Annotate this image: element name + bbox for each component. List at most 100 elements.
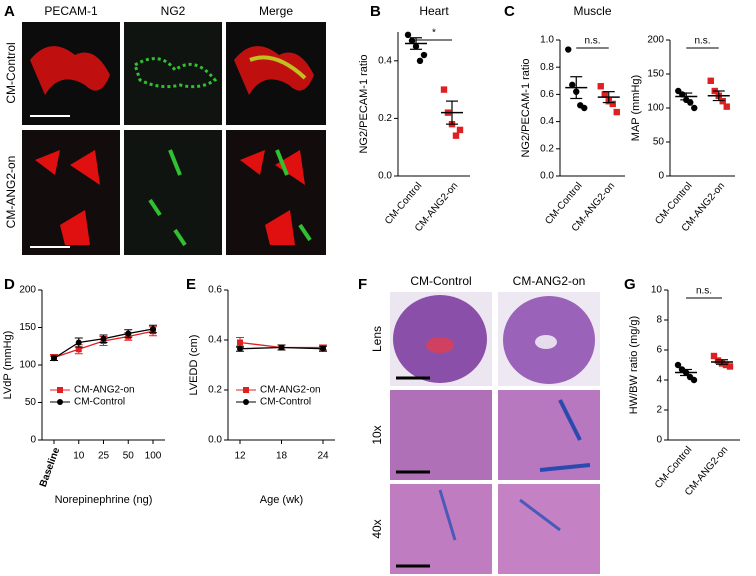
y-tick-label: 0.4 <box>378 55 392 66</box>
data-point <box>237 339 243 346</box>
y-tick-label: 0.2 <box>540 143 554 154</box>
x-tick-label: 50 <box>123 451 135 462</box>
panel-letter: G <box>624 276 636 293</box>
data-point <box>100 335 107 342</box>
data-point <box>569 81 576 89</box>
image <box>390 484 492 574</box>
x-tick-label: 100 <box>145 451 162 462</box>
data-point <box>723 103 730 110</box>
significance-label: n.s. <box>696 286 712 297</box>
x-axis-label: Norepinephrine (ng) <box>55 494 153 506</box>
data-point <box>420 51 428 59</box>
panel-letter: C <box>504 3 515 20</box>
y-tick-label: 0.4 <box>540 116 554 127</box>
legend-marker <box>57 387 63 393</box>
y-tick-label: 200 <box>19 285 36 296</box>
y-tick-label: 0.2 <box>208 385 222 396</box>
data-point <box>75 346 82 353</box>
stain <box>35 150 100 245</box>
data-point <box>416 57 424 64</box>
y-tick-label: 0.0 <box>208 435 222 446</box>
column-header: PECAM-1 <box>44 4 98 18</box>
legend-label: CM-Control <box>260 397 311 408</box>
data-point <box>581 104 588 112</box>
image <box>498 484 600 574</box>
data-point <box>613 108 620 116</box>
panel-letter: D <box>4 276 15 293</box>
y-tick-label: 0 <box>656 435 662 446</box>
data-point <box>237 345 243 352</box>
significance-label: * <box>432 28 436 39</box>
panel-letter: E <box>186 276 196 293</box>
data-point <box>601 91 608 98</box>
panel-letter: B <box>370 3 381 20</box>
y-axis-label: MAP (mmHg) <box>630 75 642 141</box>
data-point <box>408 37 416 44</box>
data-point <box>404 31 412 39</box>
data-point <box>565 46 572 53</box>
data-point <box>674 361 682 369</box>
x-tick-label: 10 <box>73 451 85 462</box>
y-tick-label: 0.2 <box>378 113 392 124</box>
stain <box>148 149 187 247</box>
data-point <box>707 77 714 84</box>
tissue <box>535 335 557 349</box>
y-axis-label: HW/BW ratio (mg/g) <box>628 316 640 414</box>
y-tick-label: 50 <box>653 137 665 148</box>
stain <box>133 57 218 89</box>
tissue <box>426 337 454 353</box>
row-header: Lens <box>370 326 384 352</box>
fibrosis <box>438 489 561 541</box>
legend-marker <box>243 399 249 405</box>
x-tick-label: 24 <box>317 451 329 462</box>
significance-label: n.s. <box>584 36 600 47</box>
data-point <box>51 355 57 362</box>
y-tick-label: 6 <box>656 345 662 356</box>
y-axis-label: LVdP (mmHg) <box>2 331 14 400</box>
data-point <box>719 98 726 105</box>
y-tick-label: 150 <box>19 322 36 333</box>
y-tick-label: 4 <box>656 375 662 386</box>
histology-grid <box>390 292 600 574</box>
y-axis-label: NG2/PECAM-1 ratio <box>520 58 532 157</box>
data-point <box>125 330 132 337</box>
chart-title: Muscle <box>573 4 611 18</box>
stain <box>249 55 307 80</box>
stain <box>30 46 110 95</box>
y-tick-label: 50 <box>25 397 37 408</box>
data-point <box>150 326 156 332</box>
data-point <box>456 126 464 134</box>
y-axis-label: LVEDD (cm) <box>188 335 200 396</box>
legend-label: CM-Control <box>74 397 125 408</box>
row-header: CM-Control <box>4 42 18 103</box>
y-tick-label: 1.0 <box>540 35 554 46</box>
x-axis-label: Age (wk) <box>260 494 303 506</box>
row-header: CM-ANG2-on <box>4 156 18 229</box>
legend-marker <box>57 399 63 405</box>
significance-label: n.s. <box>694 36 710 47</box>
row-header: 40x <box>370 519 384 538</box>
y-tick-label: 100 <box>647 103 664 114</box>
data-point <box>278 344 285 351</box>
y-tick-label: 0 <box>30 435 36 446</box>
chart-title: Heart <box>419 4 449 18</box>
data-point <box>726 363 734 370</box>
data-point <box>690 376 698 384</box>
legend-marker <box>243 387 249 393</box>
data-point <box>320 345 326 352</box>
data-point <box>452 132 460 139</box>
column-header: CM-ANG2-on <box>513 274 586 288</box>
stain <box>275 149 312 242</box>
data-point <box>687 99 694 106</box>
panel-letter: F <box>358 276 367 293</box>
y-tick-label: 200 <box>647 35 664 46</box>
data-point <box>691 104 698 112</box>
legend-label: CM-ANG2-on <box>74 385 135 396</box>
stain <box>240 150 305 245</box>
data-point <box>75 339 82 346</box>
data-point <box>714 357 722 364</box>
column-header: NG2 <box>161 4 186 18</box>
data-point <box>609 100 616 108</box>
data-point <box>710 352 718 360</box>
image <box>124 22 222 125</box>
